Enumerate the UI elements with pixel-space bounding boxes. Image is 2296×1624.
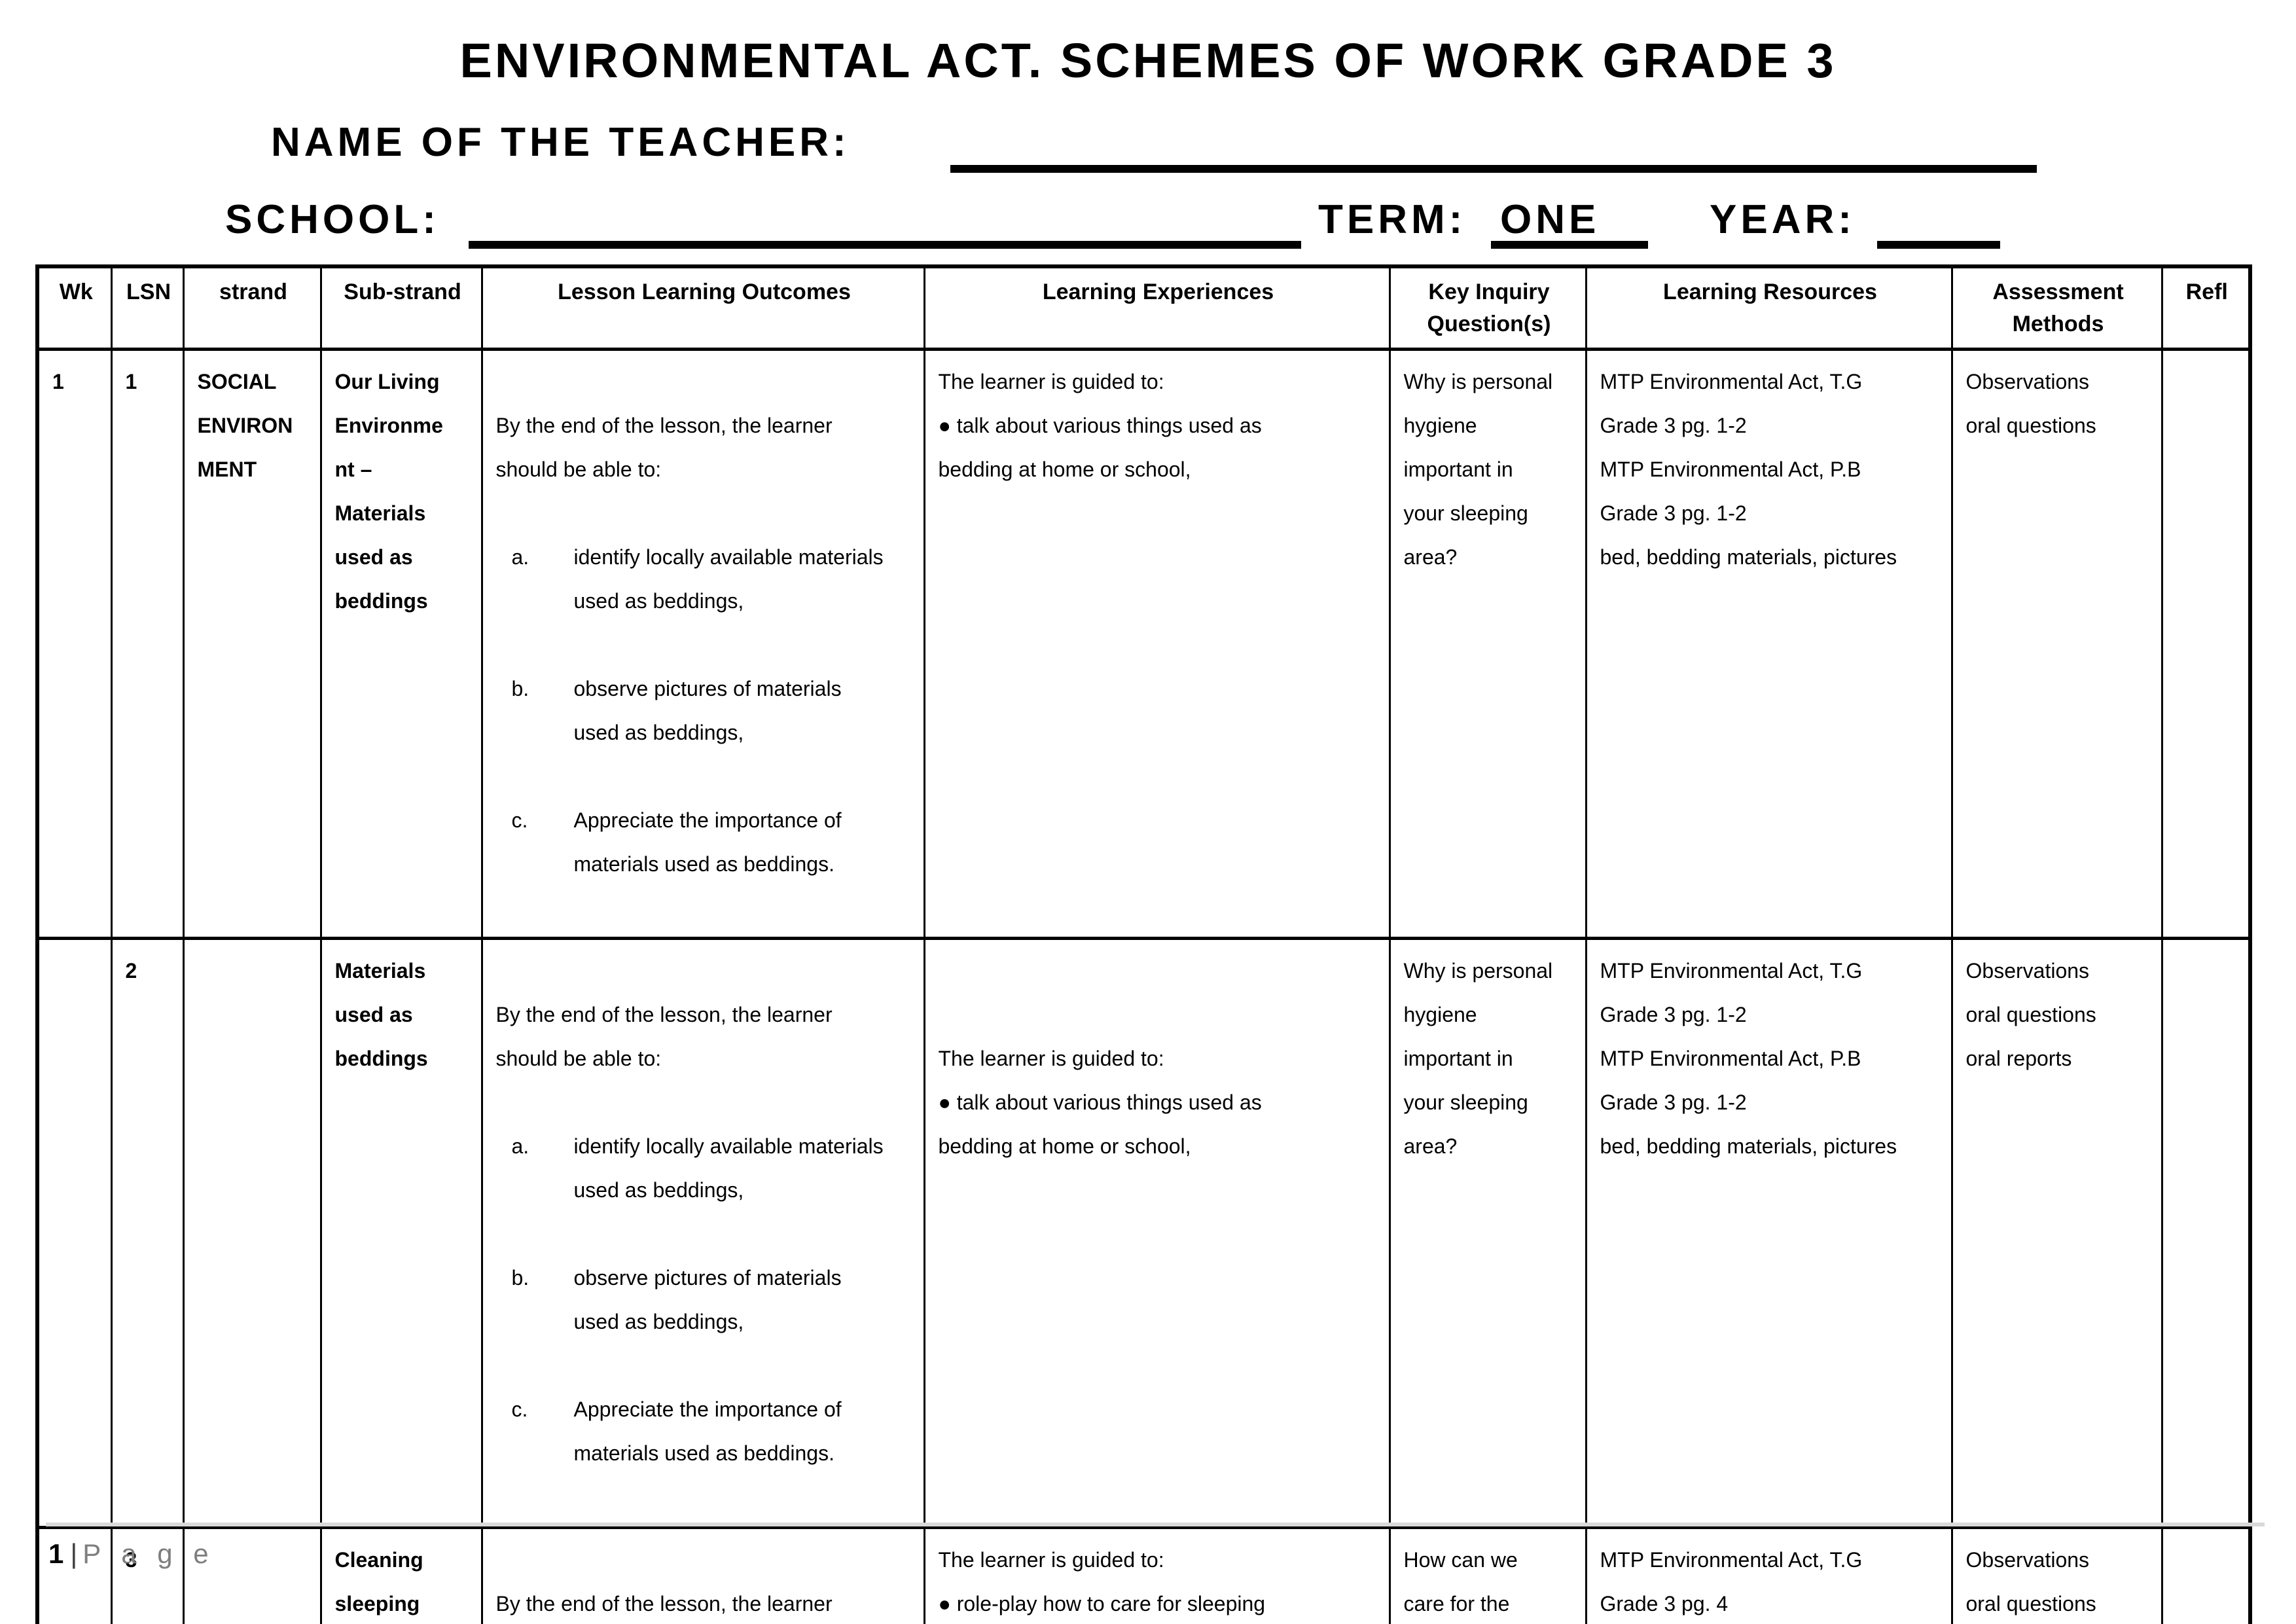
teacher-name-blank-line [950, 165, 2037, 173]
school-blank-line [469, 241, 1301, 249]
cell-learning-resources: MTP Environmental Act, T.G Grade 3 pg. 1… [1585, 347, 1953, 940]
header-refl: Refl [2161, 264, 2251, 351]
cell-refl [2161, 347, 2251, 940]
cell-assessment-methods: Observations oral questions oral reports [1950, 936, 2163, 1529]
outcomes-intro: By the end of the lesson, the learner sh… [495, 413, 833, 481]
scheme-of-work-table: Wk LSN strand Sub-strand Lesson Learning… [35, 264, 2252, 1624]
header-lesson-learning-outcomes: Lesson Learning Outcomes [480, 264, 925, 351]
cell-key-inquiry-question: How can we care for the sleeping area? [1388, 1525, 1587, 1624]
outcome-item-text: Appreciate the importance of materials u… [573, 808, 842, 876]
outcome-item-b: b. observe pictures of materials used as… [512, 667, 913, 755]
term-label: TERM: [1318, 197, 1467, 242]
cell-lesson-learning-outcomes: By the end of the lesson, the learner sh… [480, 936, 925, 1529]
outcomes-intro: By the end of the lesson, the learner sh… [495, 1002, 833, 1070]
header-lsn: LSN [110, 264, 185, 351]
footer-divider-line [46, 1523, 2265, 1526]
outcome-item-text: observe pictures of materials used as be… [573, 676, 842, 744]
page-number: 1 [48, 1538, 64, 1569]
teacher-name-label: NAME OF THE TEACHER: [271, 120, 850, 165]
outcome-item-marker: c. [511, 1397, 528, 1421]
year-blank-line [1877, 241, 2000, 249]
table-row-lesson-3: 3 Cleaning sleeping areas By the end of … [36, 1525, 2251, 1624]
cell-refl [2161, 1525, 2251, 1624]
cell-strand [182, 936, 322, 1529]
cell-assessment-methods: Observations oral questions [1950, 1525, 2163, 1624]
cell-learning-resources: MTP Environmental Act, T.G Grade 3 pg. 1… [1585, 936, 1953, 1529]
table-row-lesson-1: 1 1 SOCIAL ENVIRON MENT Our Living Envir… [36, 347, 2251, 940]
header-assessment-methods: Assessment Methods [1950, 264, 2163, 351]
outcome-item-marker: b. [511, 676, 529, 700]
header-wk: Wk [36, 264, 113, 351]
header-key-inquiry-questions: Key Inquiry Question(s) [1388, 264, 1587, 351]
cell-wk [36, 1525, 113, 1624]
page-footer: 1 | P a g e [48, 1538, 215, 1570]
cell-sub-strand: Cleaning sleeping areas [319, 1525, 483, 1624]
cell-lesson-learning-outcomes: By the end of the lesson, the learner sh… [480, 1525, 925, 1624]
term-value: ONE [1500, 197, 1600, 242]
cell-key-inquiry-question: Why is personal hygiene important in you… [1388, 936, 1587, 1529]
cell-learning-experiences: The learner is guided to: ● talk about v… [923, 936, 1391, 1529]
cell-assessment-methods: Observations oral questions [1950, 347, 2163, 940]
school-label: SCHOOL: [225, 197, 440, 242]
outcomes-intro: By the end of the lesson, the learner sh… [495, 1591, 833, 1615]
document-title: ENVIRONMENTAL ACT. SCHEMES OF WORK GRADE… [459, 33, 1837, 88]
cell-lesson-learning-outcomes: By the end of the lesson, the learner sh… [480, 347, 925, 940]
cell-strand [182, 1525, 322, 1624]
outcome-item-marker: a. [511, 1134, 529, 1158]
cell-learning-resources: MTP Environmental Act, T.G Grade 3 pg. 4… [1585, 1525, 1953, 1624]
header-strand: strand [182, 264, 322, 351]
outcome-item-text: identify locally available materials use… [573, 1134, 884, 1202]
cell-key-inquiry-question: Why is personal hygiene important in you… [1388, 347, 1587, 940]
outcome-item-text: identify locally available materials use… [573, 545, 884, 613]
table-header-row: Wk LSN strand Sub-strand Lesson Learning… [36, 264, 2251, 351]
cell-refl [2161, 936, 2251, 1529]
outcome-item-a: a. identify locally available materials … [512, 1125, 913, 1212]
cell-sub-strand: Materials used as beddings [319, 936, 483, 1529]
cell-lsn: 2 [110, 936, 185, 1529]
cell-lsn: 3 [110, 1525, 185, 1624]
outcome-item-c: c. Appreciate the importance of material… [512, 1388, 913, 1475]
outcome-item-c: c. Appreciate the importance of material… [512, 799, 913, 886]
outcome-item-marker: c. [511, 808, 528, 832]
header-sub-strand: Sub-strand [319, 264, 483, 351]
outcome-item-marker: a. [511, 545, 529, 569]
cell-sub-strand: Our Living Environme nt – Materials used… [319, 347, 483, 940]
page-label: P a g e [82, 1538, 215, 1569]
outcome-item-text: Appreciate the importance of materials u… [573, 1397, 842, 1465]
cell-learning-experiences: The learner is guided to: ● talk about v… [923, 347, 1391, 940]
outcome-item-marker: b. [511, 1265, 529, 1290]
outcome-item-a: a. identify locally available materials … [512, 535, 913, 623]
cell-strand: SOCIAL ENVIRON MENT [182, 347, 322, 940]
term-underline [1491, 241, 1648, 249]
cell-wk: 1 [36, 347, 113, 940]
cell-learning-experiences: The learner is guided to: ● role-play ho… [923, 1525, 1391, 1624]
cell-lsn: 1 [110, 347, 185, 940]
table-row-lesson-2: 2 Materials used as beddings By the end … [36, 936, 2251, 1529]
outcome-item-text: observe pictures of materials used as be… [573, 1265, 842, 1333]
footer-pipe: | [70, 1538, 78, 1569]
outcome-item-b: b. observe pictures of materials used as… [512, 1256, 913, 1344]
cell-wk [36, 936, 113, 1529]
header-learning-experiences: Learning Experiences [923, 264, 1391, 351]
year-label: YEAR: [1710, 197, 1856, 242]
header-learning-resources: Learning Resources [1585, 264, 1953, 351]
